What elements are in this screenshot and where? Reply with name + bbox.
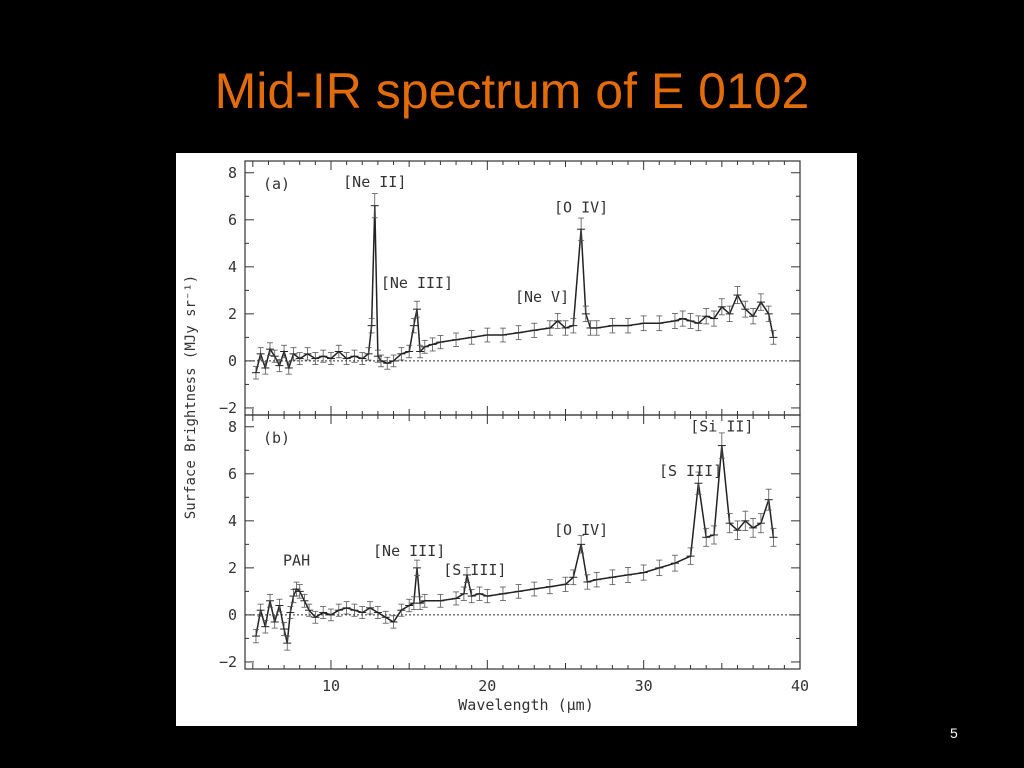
page-number: 5 xyxy=(950,725,958,741)
line-annotation: [O IV] xyxy=(554,199,608,217)
y-tick-label: 4 xyxy=(228,512,237,530)
y-tick-label: 8 xyxy=(228,164,237,182)
x-tick-label: 10 xyxy=(322,677,340,695)
y-tick-label: 2 xyxy=(228,305,237,323)
y-axis-label: Surface Brightness (MJy sr⁻¹) xyxy=(183,275,199,519)
x-tick-label: 20 xyxy=(478,677,496,695)
y-tick-label: 8 xyxy=(228,418,237,436)
x-axis-label: Wavelength (μm) xyxy=(458,696,593,714)
panel-label: (b) xyxy=(263,429,290,447)
x-tick-label: 40 xyxy=(791,677,809,695)
y-tick-label: 0 xyxy=(228,352,237,370)
panel-frame xyxy=(244,414,801,670)
line-annotation: [O IV] xyxy=(554,521,608,539)
y-tick-label: 4 xyxy=(228,258,237,276)
slide-title: Mid-IR spectrum of E 0102 xyxy=(214,63,810,119)
y-tick-label: 6 xyxy=(228,211,237,229)
line-annotation: [S III] xyxy=(659,462,722,480)
spectrum-figure: −2 0 2 4 6 8 (a) [Ne II] [Ne III] [Ne V] [O IV] −2… xyxy=(176,153,857,726)
spectrum-line xyxy=(255,445,775,644)
line-annotation: [S III] xyxy=(443,561,506,579)
x-axis: 10 20 30 40 xyxy=(322,677,809,695)
spectrum-chart: −2 0 2 4 6 8 (a) [Ne II] [Ne III] [Ne V] [O IV] −2… xyxy=(183,160,809,714)
y-tick-label: 2 xyxy=(228,559,237,577)
line-annotation: [Ne V] xyxy=(515,288,569,306)
line-annotation: [Si II] xyxy=(690,417,753,435)
y-tick-label: 6 xyxy=(228,465,237,483)
y-tick-label: −2 xyxy=(219,653,237,671)
line-annotation: [Ne III] xyxy=(381,274,453,292)
line-annotation: [Ne II] xyxy=(343,173,406,191)
y-tick-label: 0 xyxy=(228,606,237,624)
panel-a: −2 0 2 4 6 8 (a) [Ne II] [Ne III] [Ne V] [O IV] xyxy=(219,160,801,417)
line-annotation: PAH xyxy=(283,552,310,570)
line-annotation: [Ne III] xyxy=(373,542,445,560)
panel-label: (a) xyxy=(263,175,290,193)
y-tick-label: −2 xyxy=(219,399,237,417)
x-tick-label: 30 xyxy=(635,677,653,695)
